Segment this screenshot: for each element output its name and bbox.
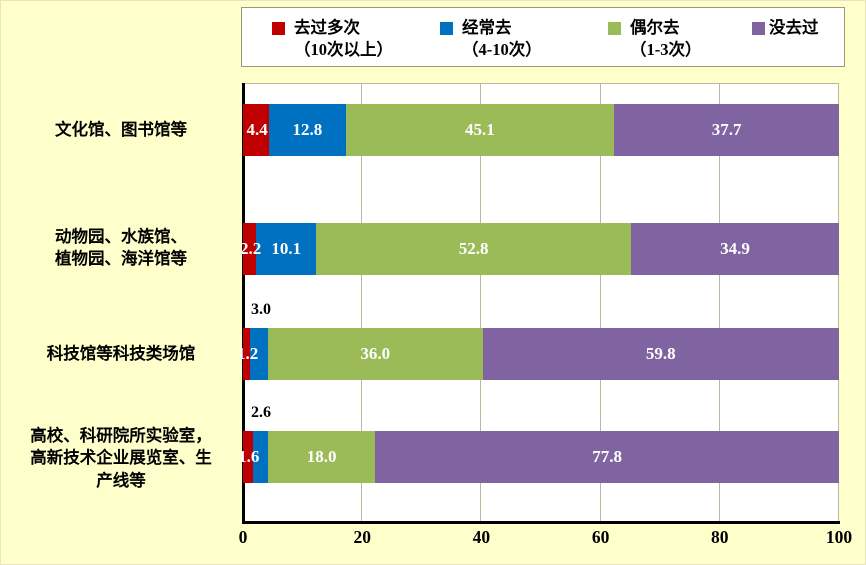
- legend-label-go-often: 经常去 （4-10次）: [462, 17, 542, 61]
- category-label-3-line-1: 高新技术企业展览室、生: [30, 448, 212, 468]
- category-label-0: 文化馆、图书馆等: [7, 119, 235, 141]
- bar-segment-r1-s1[interactable]: 10.1: [256, 223, 317, 275]
- category-label-3-line-2: 产线等: [96, 470, 146, 490]
- legend-item-never-been[interactable]: 没去过: [738, 17, 819, 39]
- bar-segment-r1-s3[interactable]: 34.9: [630, 223, 839, 275]
- x-tick-label-20: 20: [353, 527, 371, 547]
- bar-value-label-r0-s2: 45.1: [465, 120, 495, 139]
- bar-segment-r1-s0[interactable]: 2.2: [240, 223, 261, 275]
- gridline-20: [361, 84, 363, 521]
- legend-label-main-0: 去过多次: [294, 18, 360, 37]
- bar-value-label-r3-s0: 1.6: [238, 447, 260, 466]
- legend-swatch-never-been: [752, 22, 765, 35]
- gridline-60: [599, 84, 601, 521]
- x-tick-label-80: 80: [711, 527, 729, 547]
- category-label-2: 科技馆等科技类场馆: [7, 343, 235, 365]
- bar-value-label-r1-s0: 2.2: [239, 239, 262, 258]
- bar-value-label-r2-s3: 59.8: [645, 344, 676, 363]
- bar-segment-r0-s3[interactable]: 37.7: [614, 104, 839, 156]
- legend-swatch-occasionally: [608, 22, 621, 35]
- legend-label-been-many-times: 去过多次 （10次以上）: [294, 17, 393, 61]
- gridline-40: [480, 84, 482, 521]
- gridline-100: [838, 84, 839, 521]
- bar-segment-r2-s2[interactable]: 36.0: [268, 328, 483, 380]
- legend-label-never-been: 没去过: [769, 17, 819, 39]
- bar-segment-r3-s3[interactable]: 77.8: [375, 431, 839, 483]
- category-label-3-line-0: 高校、科研院所实验室，: [30, 426, 212, 445]
- bar-row-2: 1.2 36.0 59.8: [237, 328, 839, 380]
- bar-row-1: 2.2 10.1 52.8 34.9: [240, 223, 839, 275]
- category-label-3: 高校、科研院所实验室， 高新技术企业展览室、生 产线等: [7, 425, 235, 492]
- bar-value-label-r2-s2: 36.0: [360, 344, 391, 363]
- category-label-2-line-0: 科技馆等科技类场馆: [46, 344, 196, 363]
- bar-value-label-r3-s3: 77.8: [592, 447, 622, 466]
- legend-item-go-often[interactable]: 经常去 （4-10次）: [420, 17, 590, 61]
- category-label-1-line-0: 动物园、水族馆、: [55, 227, 187, 246]
- bar-segment-r2-s1[interactable]: [250, 328, 269, 380]
- x-tick-label-100: 100: [825, 527, 853, 547]
- chart-legend: 去过多次 （10次以上） 经常去 （4-10次） 偶尔去 （1-3次） 没去过: [241, 7, 845, 67]
- bar-value-label-r0-s3: 37.7: [711, 120, 742, 139]
- gridline-80: [718, 84, 720, 521]
- bar-segment-r0-s0[interactable]: 4.4: [243, 104, 270, 156]
- bar-value-label-r1-s1: 10.1: [271, 239, 302, 258]
- bar-row-3: 1.6 18.0 77.8: [238, 431, 839, 483]
- legend-label-sub-0: （10次以上）: [294, 39, 393, 59]
- legend-item-been-many-times[interactable]: 去过多次 （10次以上）: [242, 17, 420, 61]
- x-tick-label-0: 0: [238, 527, 248, 547]
- bar-segment-r3-s1[interactable]: [252, 431, 269, 483]
- category-label-1: 动物园、水族馆、 植物园、海洋馆等: [7, 226, 235, 271]
- category-label-0-line-0: 文化馆、图书馆等: [55, 120, 187, 139]
- legend-label-main-2: 偶尔去: [630, 18, 680, 37]
- bar-value-label-r3-s2: 18.0: [306, 447, 337, 466]
- bar-segment-r1-s2[interactable]: 52.8: [316, 223, 631, 275]
- bar-segment-r2-s0[interactable]: 1.2: [237, 328, 258, 380]
- legend-label-main-3: 没去过: [769, 18, 819, 37]
- bar-value-label-r0-s0: 4.4: [246, 120, 268, 139]
- y-axis-line: [242, 83, 245, 523]
- bar-value-label-r2-s1: 3.0: [251, 301, 271, 318]
- legend-swatch-go-often: [440, 22, 453, 35]
- x-axis-line: [242, 521, 840, 524]
- bar-value-label-r0-s1: 12.8: [292, 120, 323, 139]
- bar-segment-r0-s1[interactable]: 12.8: [269, 104, 346, 156]
- x-tick-label-60: 60: [591, 527, 610, 547]
- legend-label-sub-2: （1-3次）: [630, 39, 702, 59]
- bar-row-0: 4.4 12.8 45.1 37.7: [243, 104, 839, 156]
- bar-value-label-r1-s2: 52.8: [458, 239, 489, 258]
- bar-segment-r2-s3[interactable]: 59.8: [482, 328, 839, 380]
- bar-segment-r0-s2[interactable]: 45.1: [345, 104, 615, 156]
- legend-label-sub-1: （4-10次）: [462, 39, 542, 59]
- bar-value-label-r1-s3: 34.9: [720, 239, 750, 258]
- bar-segment-r3-s2[interactable]: 18.0: [268, 431, 376, 483]
- bar-segment-r3-s0[interactable]: 1.6: [238, 431, 259, 483]
- x-tick-label-40: 40: [472, 527, 491, 547]
- bar-value-label-r2-s0: 1.2: [236, 344, 259, 363]
- legend-item-occasionally[interactable]: 偶尔去 （1-3次）: [590, 17, 738, 61]
- legend-swatch-been-many-times: [272, 22, 285, 35]
- category-label-1-line-1: 植物园、海洋馆等: [55, 249, 187, 269]
- legend-label-main-1: 经常去: [462, 18, 512, 37]
- bar-value-label-r3-s1: 2.6: [251, 404, 271, 421]
- legend-label-occasionally: 偶尔去 （1-3次）: [630, 17, 702, 61]
